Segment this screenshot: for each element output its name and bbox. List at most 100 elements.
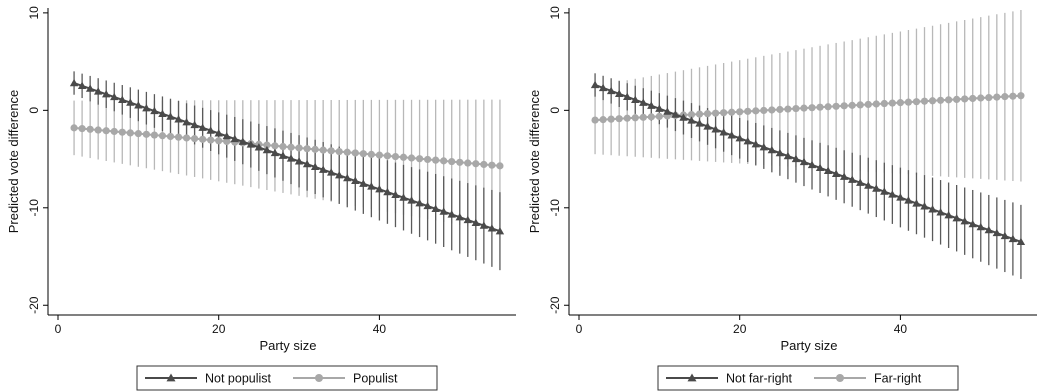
data-point-triangle	[711, 125, 720, 133]
data-point-triangle	[944, 211, 953, 219]
data-point-circle	[904, 98, 913, 106]
data-point-triangle	[839, 172, 849, 180]
data-point-triangle	[775, 148, 785, 157]
data-point-circle	[375, 151, 384, 159]
data-point-triangle	[872, 184, 881, 192]
data-point-circle	[150, 131, 159, 139]
y-tick-label: 10	[27, 6, 41, 20]
data-point-triangle	[367, 182, 376, 190]
data-point-triangle	[222, 131, 231, 140]
data-point-triangle	[198, 123, 207, 131]
data-point-triangle	[623, 92, 632, 100]
data-point-triangle	[423, 201, 432, 210]
data-point-triangle	[206, 126, 215, 134]
data-point-circle	[110, 127, 118, 136]
data-point-triangle	[310, 162, 320, 171]
data-point-triangle	[639, 98, 648, 106]
data-point-triangle	[1000, 231, 1010, 240]
data-point-circle	[816, 103, 824, 111]
data-point-circle	[985, 93, 993, 102]
data-point-triangle	[751, 140, 760, 148]
data-point-circle	[190, 135, 199, 143]
data-point-triangle	[182, 117, 191, 126]
data-point-triangle	[479, 221, 489, 229]
data-point-triangle	[230, 134, 239, 143]
data-point-triangle	[960, 216, 969, 225]
data-point-triangle	[158, 109, 167, 117]
data-point-circle	[768, 106, 776, 114]
data-point-triangle	[463, 215, 472, 224]
data-point-circle	[840, 102, 848, 110]
data-point-circle	[343, 148, 351, 156]
legend-label: Far-right	[874, 372, 922, 386]
data-point-circle	[920, 97, 929, 105]
data-point-triangle	[77, 81, 87, 89]
data-point-triangle	[118, 95, 127, 103]
data-point-triangle	[214, 129, 223, 137]
data-point-circle	[808, 104, 816, 112]
data-point-triangle	[791, 154, 801, 163]
data-point-circle	[424, 155, 432, 164]
data-point-circle	[824, 103, 832, 111]
x-tick-label: 20	[212, 322, 226, 336]
data-point-circle	[367, 150, 375, 159]
data-point-circle	[126, 129, 134, 137]
legend-label: Not populist	[205, 372, 272, 386]
data-point-circle	[615, 115, 623, 123]
data-point-circle	[1017, 92, 1025, 100]
data-point-triangle	[614, 89, 624, 98]
y-tick-label: 10	[548, 6, 562, 20]
data-point-circle	[311, 145, 319, 153]
data-point-circle	[599, 116, 607, 124]
data-point-circle	[448, 157, 456, 166]
data-point-circle	[440, 157, 448, 165]
x-axis-title: Party size	[780, 338, 837, 353]
data-point-circle	[647, 113, 655, 121]
data-point-circle	[736, 108, 744, 116]
data-point-triangle	[431, 204, 440, 212]
data-point-circle	[327, 147, 335, 155]
data-point-triangle	[110, 92, 119, 101]
data-point-triangle	[904, 196, 913, 204]
data-point-circle	[295, 144, 303, 152]
data-point-triangle	[695, 119, 704, 127]
data-point-circle	[215, 137, 223, 145]
data-point-triangle	[912, 199, 921, 207]
data-point-triangle	[1008, 234, 1018, 243]
data-point-triangle	[799, 157, 809, 166]
legend-marker-triangle	[166, 373, 176, 382]
data-point-circle	[480, 160, 488, 169]
data-point-circle	[760, 106, 768, 115]
data-point-circle	[432, 156, 440, 164]
data-point-triangle	[102, 90, 111, 98]
data-point-triangle	[647, 101, 656, 109]
data-point-triangle	[190, 120, 199, 129]
data-point-triangle	[415, 199, 424, 207]
x-tick-label: 40	[373, 322, 387, 336]
data-point-circle	[287, 143, 295, 151]
data-point-triangle	[455, 213, 464, 221]
data-point-circle	[848, 101, 856, 109]
data-point-circle	[271, 142, 279, 150]
data-point-triangle	[126, 98, 135, 106]
data-point-triangle	[976, 222, 985, 231]
data-point-circle	[687, 110, 696, 119]
data-point-circle	[102, 127, 110, 135]
y-tick-label: 0	[548, 107, 562, 114]
data-point-triangle	[174, 115, 183, 123]
data-point-triangle	[671, 110, 680, 118]
data-point-triangle	[302, 159, 312, 168]
data-point-triangle	[134, 101, 143, 109]
data-point-circle	[118, 128, 126, 136]
legend-marker-circle	[836, 374, 844, 382]
data-point-triangle	[471, 218, 481, 226]
data-point-triangle	[807, 160, 817, 169]
data-point-circle	[864, 100, 872, 109]
data-point-triangle	[847, 175, 857, 183]
y-tick-label: 0	[27, 107, 41, 114]
data-point-circle	[263, 141, 271, 149]
data-point-circle	[1001, 93, 1009, 101]
data-point-triangle	[823, 166, 833, 175]
data-point-triangle	[783, 151, 793, 160]
data-point-triangle	[992, 228, 1002, 237]
